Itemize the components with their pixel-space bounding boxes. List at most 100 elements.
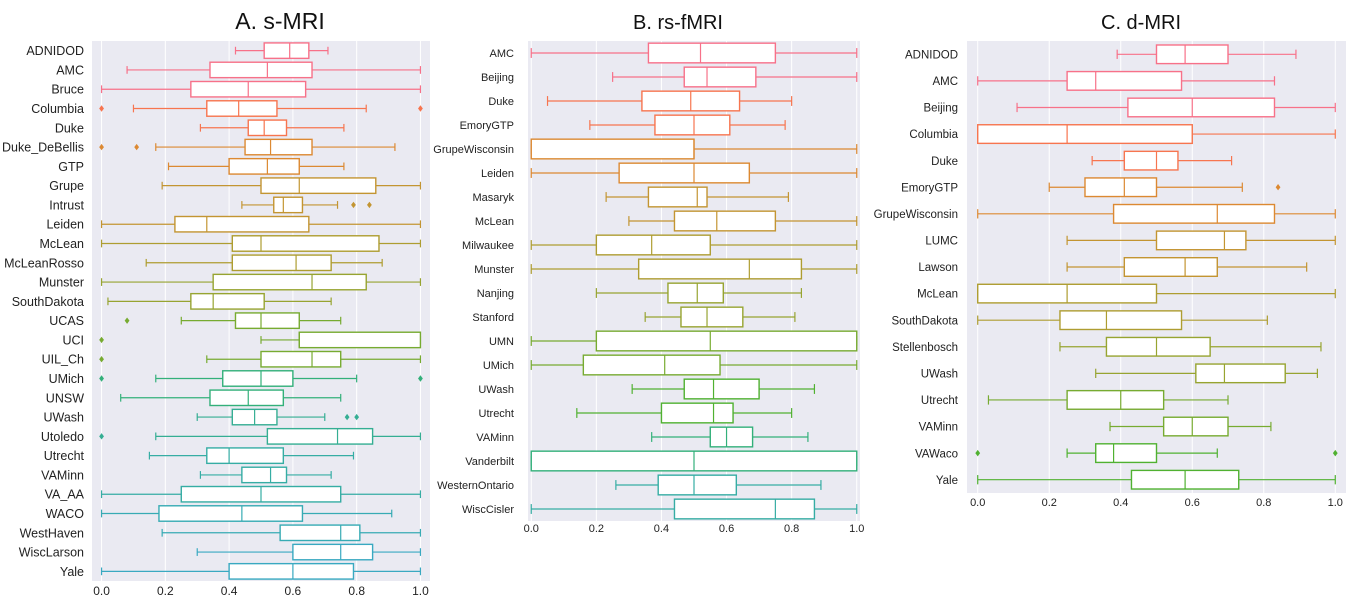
outlier-point: [134, 143, 140, 151]
y-category-label: GTP: [58, 160, 84, 174]
x-tick-label: 1.0: [1328, 497, 1343, 509]
box-iqr: [260, 350, 342, 368]
box-iqr: [292, 543, 374, 561]
y-category-label: UCI: [62, 333, 84, 347]
box-iqr: [1059, 310, 1183, 331]
y-category-label: Munster: [474, 264, 514, 276]
box-beijing: Beijing: [481, 66, 858, 88]
box-vaminn: VAMinn: [476, 426, 809, 448]
box-iqr: [977, 124, 1193, 145]
x-tick-label: 0.6: [285, 584, 302, 598]
box-grupe: Grupe: [49, 177, 422, 195]
y-category-label: Utrecht: [44, 449, 85, 463]
box-iqr: [660, 402, 734, 424]
y-category-label: McLean: [40, 237, 85, 251]
box-uwash: UWash: [921, 363, 1318, 384]
box-mclean: McLean: [917, 283, 1336, 304]
y-category-label: Masaryk: [472, 192, 514, 204]
box-amc: AMC: [56, 61, 422, 79]
box-uwash: UWash: [43, 408, 360, 426]
box-umich: UMich: [49, 370, 423, 387]
y-category-label: Leiden: [46, 218, 84, 232]
x-tick-label: 0.6: [719, 523, 734, 535]
y-category-label: AMC: [56, 63, 84, 77]
y-category-label: VAMinn: [476, 432, 514, 444]
x-tick-label: 0.4: [221, 584, 238, 598]
y-category-label: Utrecht: [921, 395, 959, 407]
box-iqr: [582, 354, 721, 376]
outlier-point: [418, 375, 423, 382]
y-category-label: McLean: [475, 216, 514, 228]
box-iqr: [231, 235, 380, 252]
x-tick-label: 0.4: [654, 523, 669, 535]
box-iqr: [190, 292, 265, 310]
box-duke-debellis: Duke_DeBellis: [2, 138, 396, 156]
box-uwash: UWash: [478, 378, 816, 400]
outlier-point: [344, 413, 350, 421]
box-vaminn: VAMinn: [41, 466, 332, 484]
box-columbia: Columbia: [31, 100, 423, 117]
outlier-point: [351, 201, 356, 209]
box-iqr: [673, 210, 777, 232]
outlier-point: [354, 413, 360, 421]
box-iqr: [298, 331, 422, 349]
box-mclean: McLean: [475, 210, 858, 232]
y-category-label: UNSW: [46, 391, 84, 405]
box-emorygtp: EmoryGTP: [460, 114, 786, 136]
y-category-label: UCAS: [49, 314, 84, 328]
panel-2: 0.0 0.2 0.4 0.6 0.8 1.0 B. rs-fMRI AMC Beijing Du…: [433, 12, 864, 535]
y-category-label: AMC: [932, 76, 958, 88]
box-iqr: [158, 505, 304, 522]
chart-title: A. s-MRI: [235, 8, 324, 34]
y-category-label: VA_AA: [45, 488, 85, 502]
y-category-label: Beijing: [923, 103, 958, 115]
box-iqr: [647, 186, 708, 208]
box-adnidod: ADNIDOD: [26, 42, 329, 60]
box-umn: UMN: [489, 330, 858, 352]
box-iqr: [647, 42, 777, 64]
panel-3: 0.0 0.2 0.4 0.6 0.8 1.0 C. d-MRI ADNIDOD AMC Beij…: [874, 12, 1346, 509]
y-category-label: WestHaven: [20, 526, 84, 540]
y-category-label: VAWaco: [915, 448, 958, 460]
y-category-label: Duke: [931, 156, 958, 168]
y-category-label: WesternOntario: [437, 480, 514, 492]
box-stellenbosch: Stellenbosch: [892, 336, 1322, 357]
y-category-label: Stellenbosch: [892, 342, 958, 354]
x-tick-label: 0.2: [1042, 497, 1057, 509]
box-westhaven: WestHaven: [20, 524, 422, 542]
box-iqr: [1155, 230, 1247, 251]
y-category-label: UWash: [478, 384, 514, 396]
box-iqr: [206, 447, 285, 465]
box-iqr: [709, 426, 754, 448]
box-iqr: [673, 498, 816, 520]
box-iqr: [244, 138, 313, 156]
box-iqr: [222, 370, 294, 387]
box-iqr: [1162, 416, 1229, 437]
y-category-label: GrupeWisconsin: [874, 209, 958, 221]
box-iqr: [654, 114, 731, 136]
y-category-label: Vanderbilt: [465, 456, 514, 468]
x-tick-label: 0.2: [157, 584, 174, 598]
box-adnidod: ADNIDOD: [905, 44, 1297, 65]
box-waco: WACO: [46, 505, 393, 522]
x-tick-label: 0.2: [589, 523, 604, 535]
x-tick-label: 0.0: [524, 523, 539, 535]
chart-title: B. rs-fMRI: [633, 12, 723, 34]
box-mclean: McLean: [40, 235, 422, 252]
outlier-point: [367, 201, 372, 209]
y-category-label: Duke_DeBellis: [2, 141, 84, 155]
box-columbia: Columbia: [909, 124, 1336, 145]
y-category-label: Intrust: [49, 198, 84, 212]
box-iqr: [273, 196, 304, 214]
box-iqr: [260, 177, 377, 195]
y-category-label: ADNIDOD: [26, 44, 84, 58]
y-category-label: WACO: [46, 507, 85, 521]
box-iqr: [1195, 363, 1286, 384]
y-category-label: UMich: [483, 360, 514, 372]
x-tick-label: 1.0: [412, 584, 429, 598]
y-category-label: McLeanRosso: [4, 256, 84, 270]
box-iqr: [241, 466, 288, 484]
x-tick-label: 0.6: [1185, 497, 1200, 509]
box-utrecht: Utrecht: [479, 402, 793, 424]
